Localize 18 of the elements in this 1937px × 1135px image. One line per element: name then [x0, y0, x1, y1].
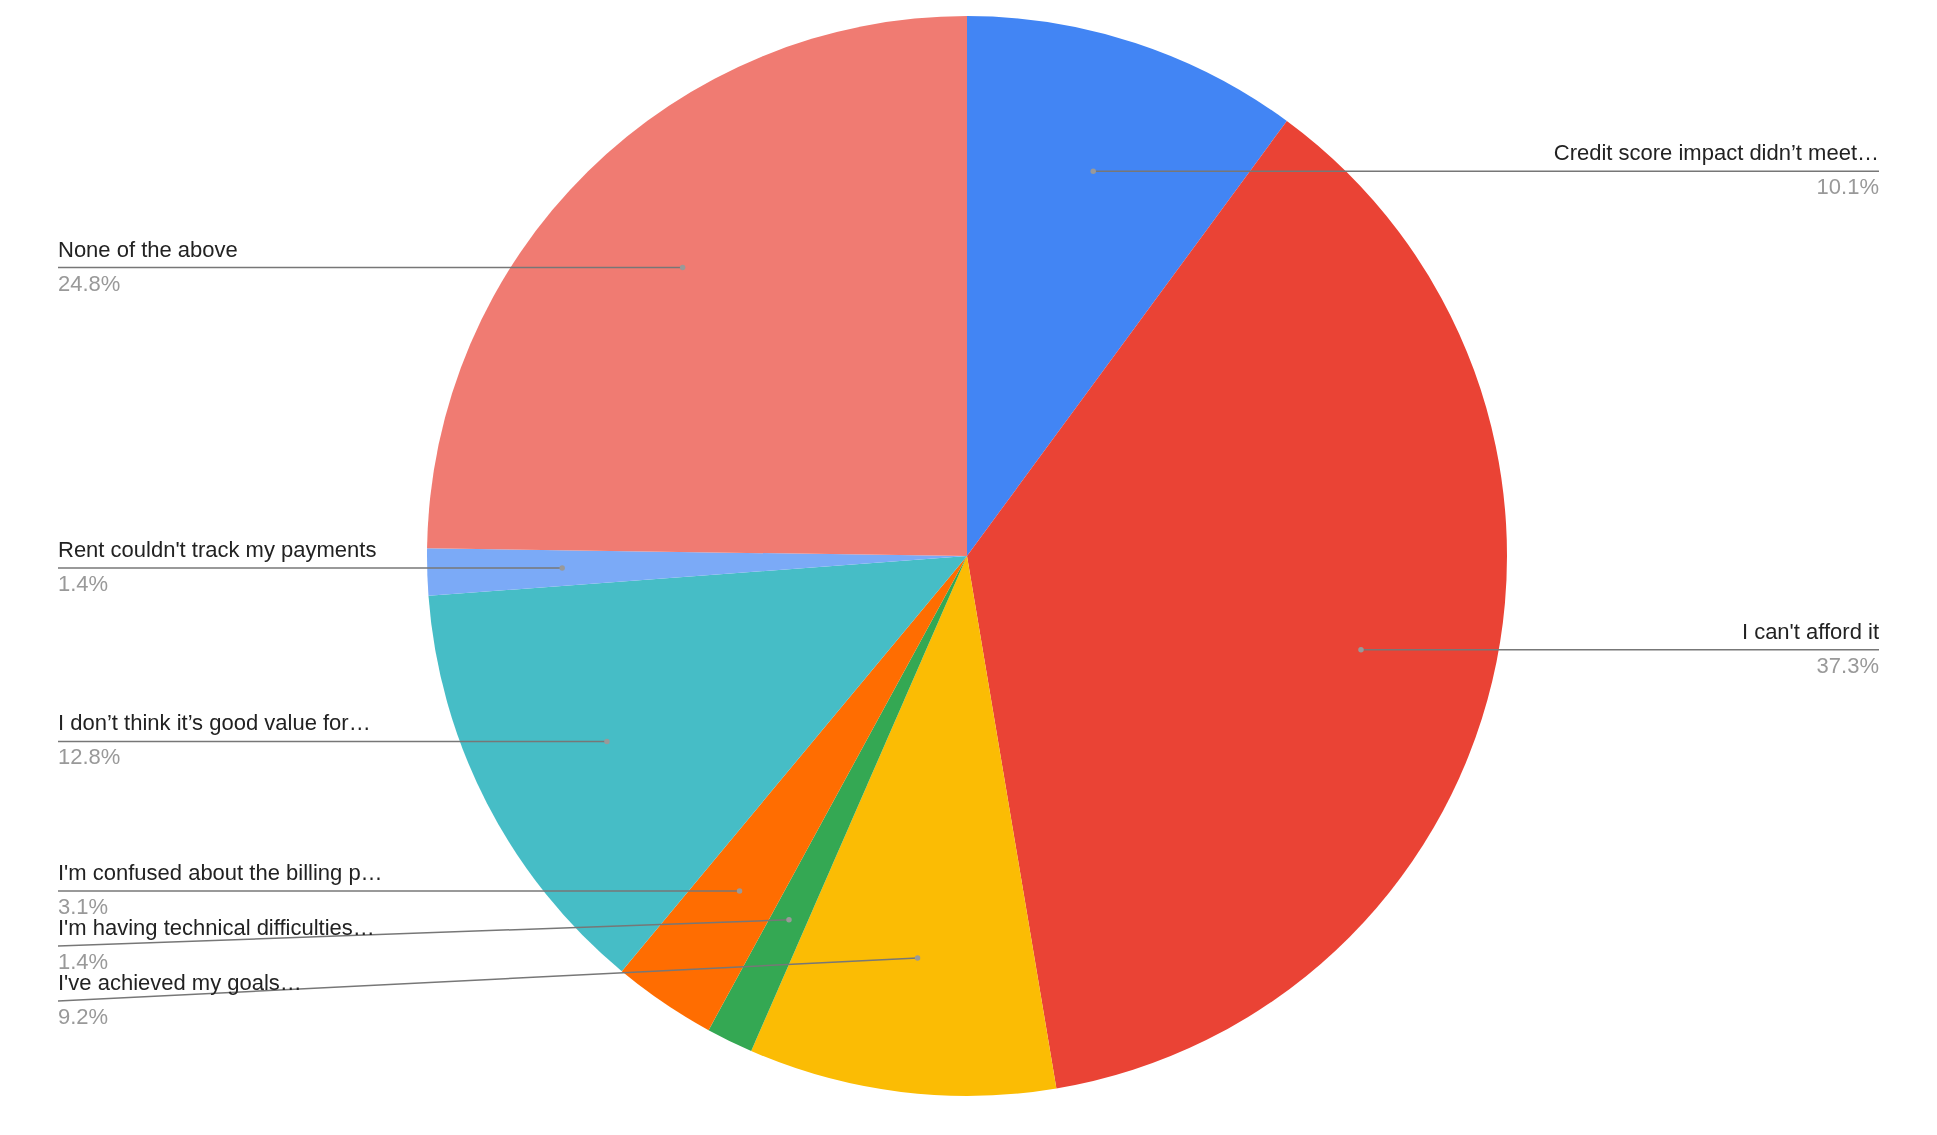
pie-slice — [967, 16, 1287, 556]
slice-label: I'm confused about the billing p… — [58, 860, 383, 886]
data-label: 37.3% — [1816, 652, 1879, 678]
data-label: 9.2% — [58, 1004, 109, 1030]
slice-label: I don’t think it’s good value for… — [58, 710, 371, 736]
data-label: 24.8% — [58, 270, 121, 296]
slice-label: None of the above — [58, 236, 238, 262]
data-label: 12.8% — [58, 744, 121, 770]
data-label: 1.4% — [58, 571, 109, 597]
slice-label: Rent couldn't track my payments — [58, 537, 377, 563]
slice-label: I can't afford it — [1741, 618, 1879, 644]
pie-slice — [621, 556, 967, 1031]
pie-slice — [751, 556, 1057, 1096]
pie-slice — [428, 556, 967, 972]
slice-label: Credit score impact didn’t meet… — [1553, 140, 1879, 166]
pie-slice — [427, 16, 967, 556]
data-label: 10.1% — [1816, 174, 1879, 200]
pie-slice — [967, 120, 1507, 1089]
